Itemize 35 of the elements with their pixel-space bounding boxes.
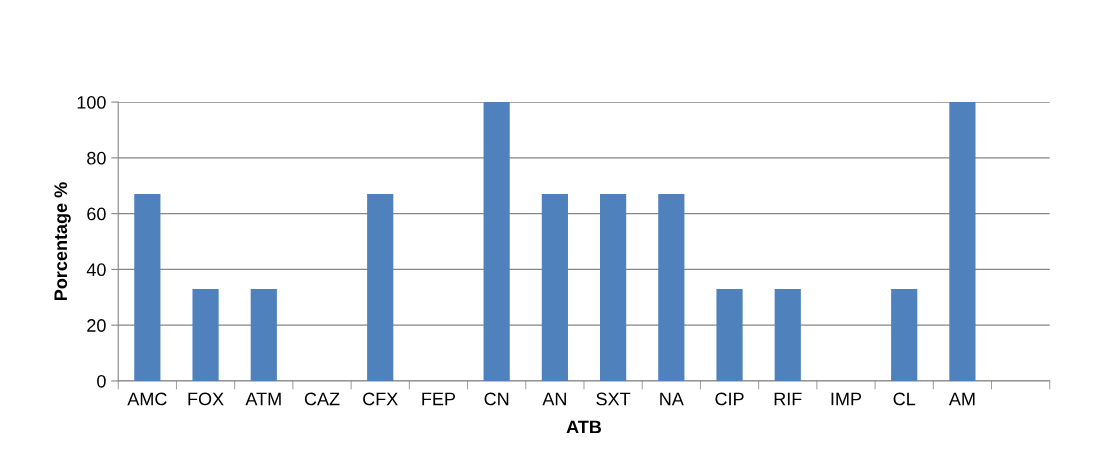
x-tick-label: CAZ: [304, 392, 340, 406]
bar: [134, 194, 161, 381]
bar: [658, 194, 685, 381]
bar: [600, 194, 627, 381]
x-tick-label: AMC: [127, 392, 167, 406]
y-tick-label: 20: [87, 319, 106, 332]
x-tick-label: CL: [893, 392, 916, 406]
y-tick-label: 60: [87, 207, 106, 221]
bar: [250, 288, 277, 381]
x-tick-label: RIF: [774, 392, 802, 406]
y-tick-label: 100: [77, 96, 106, 109]
bar: [949, 102, 976, 381]
x-tick-label: AM: [948, 392, 975, 406]
x-axis-title: ATB: [566, 420, 602, 434]
bar: [483, 102, 510, 381]
y-tick-label: 0: [97, 374, 106, 388]
x-tick-label: CFX: [363, 392, 398, 406]
x-tick-label: NA: [660, 392, 684, 406]
bar: [774, 288, 801, 381]
bar: [716, 288, 743, 381]
x-tick-label: IMP: [831, 392, 862, 406]
x-tick-label: AN: [542, 392, 566, 406]
bar: [367, 194, 394, 381]
bar: [541, 194, 568, 381]
x-tick-label: ATM: [245, 392, 281, 406]
x-tick-label: FOX: [188, 392, 224, 406]
bar: [192, 288, 219, 381]
x-tick-label: CIP: [715, 392, 744, 406]
x-tick-label: FEP: [422, 392, 456, 406]
y-axis-title: Porcentage %: [54, 182, 71, 300]
bar: [891, 288, 918, 381]
y-tick-label: 80: [87, 151, 106, 165]
x-tick-label: CN: [484, 392, 509, 406]
y-tick-label: 40: [86, 263, 106, 277]
x-tick-label: SXT: [596, 392, 631, 406]
